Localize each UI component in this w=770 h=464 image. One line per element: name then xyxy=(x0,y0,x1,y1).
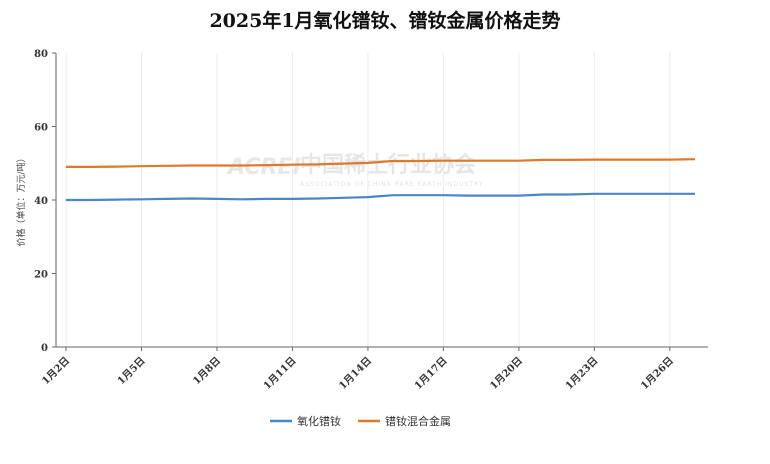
chart-title: 2025年1月氧化镨钕、镨钕金属价格走势 xyxy=(209,10,561,32)
x-axis-ticks: 1月2日 1月5日 1月8日 1月11日 1月14日 1月17日 1月20日 1月23日 1月2… xyxy=(40,347,676,392)
watermark-logo: ACREI xyxy=(226,155,301,180)
series-line-1 xyxy=(66,192,695,202)
y-tick-label: 40 xyxy=(34,196,48,207)
y-tick-label: 60 xyxy=(34,123,48,134)
y-axis-ticks: 0 20 40 60 80 xyxy=(34,49,56,354)
watermark-en: ASSOCIATION OF CHINA RARE EARTH INDUSTRY xyxy=(300,181,483,188)
x-tick-label: 1月5日 xyxy=(115,355,147,387)
y-axis-label: 价格（单位：万元/吨） xyxy=(15,153,27,246)
x-tick-label: 1月17日 xyxy=(412,355,449,392)
x-tick-label: 1月23日 xyxy=(563,355,600,392)
x-tick-label: 1月20日 xyxy=(488,355,525,392)
y-tick-label: 0 xyxy=(41,343,48,354)
x-tick-label: 1月2日 xyxy=(40,355,72,387)
legend-label-2: 镨钕混合金属 xyxy=(385,414,451,428)
series-line-2 xyxy=(66,158,696,168)
x-tick-label: 1月11日 xyxy=(261,355,298,392)
x-tick-label: 1月14日 xyxy=(337,355,374,392)
legend-label-1: 氧化镨钕 xyxy=(297,414,341,428)
legend: 氧化镨钕 镨钕混合金属 xyxy=(270,414,451,428)
y-tick-label: 80 xyxy=(34,49,48,60)
x-tick-label: 1月8日 xyxy=(191,355,223,387)
y-tick-label: 20 xyxy=(34,270,48,281)
series-group xyxy=(66,158,696,202)
x-tick-label: 1月26日 xyxy=(639,355,676,392)
